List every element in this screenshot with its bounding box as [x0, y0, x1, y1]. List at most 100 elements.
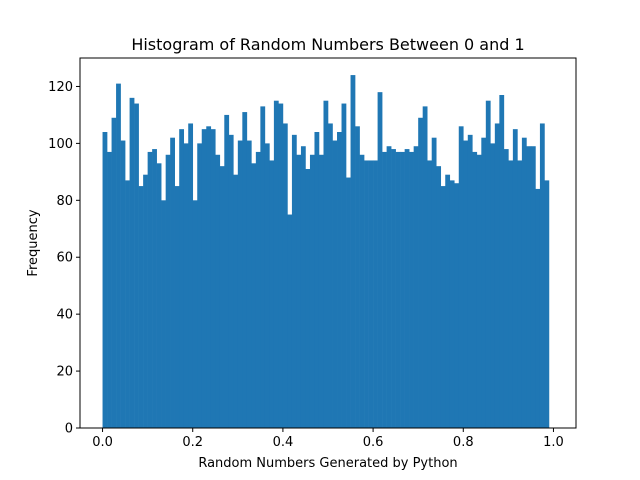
y-tick-label: 60 — [56, 251, 73, 266]
histogram-bar — [215, 154, 221, 428]
histogram-bar — [445, 174, 451, 428]
y-axis-label: Frequency — [26, 209, 41, 276]
histogram-bar — [228, 134, 234, 428]
y-tick-label: 40 — [56, 308, 73, 323]
histogram-bar — [346, 177, 351, 428]
histogram-bar — [485, 100, 491, 428]
histogram-bar — [210, 129, 216, 428]
histogram-bar — [535, 188, 541, 428]
histogram-bar — [183, 143, 189, 428]
histogram-bar — [129, 97, 135, 428]
plot-frame — [79, 57, 577, 429]
histogram-bar — [436, 166, 442, 428]
histogram-bar — [134, 103, 139, 429]
histogram-bar — [147, 151, 153, 428]
histogram-bar — [503, 149, 509, 429]
histogram-bar — [467, 134, 473, 428]
histogram-bar — [499, 95, 505, 428]
x-axis-ticks: 0.0 0.2 0.4 0.6 0.8 1.0 — [92, 428, 564, 450]
histogram-bar — [454, 183, 460, 428]
histogram-bar — [422, 106, 428, 428]
histogram-bar — [102, 132, 108, 428]
histogram-bar — [120, 140, 126, 429]
histogram-bar — [314, 132, 320, 428]
histogram-bar — [382, 151, 387, 428]
y-tick-label: 20 — [56, 365, 73, 380]
histogram-bar — [481, 137, 487, 428]
histogram-bar — [359, 154, 365, 428]
histogram-bar — [472, 151, 478, 428]
histogram-bar — [251, 163, 257, 429]
histogram-bar — [111, 117, 117, 429]
histogram-bar — [233, 174, 239, 428]
histogram-bar — [530, 146, 536, 428]
histogram-bar — [192, 200, 198, 428]
histogram-bar — [386, 146, 392, 428]
histogram-bar — [260, 106, 266, 428]
histogram-bar — [440, 186, 446, 428]
histogram-bar — [328, 123, 333, 428]
histogram-bar — [413, 146, 419, 428]
histogram-bar — [544, 180, 550, 428]
y-axis-ticks: 0 20 40 60 80 100 120 — [48, 80, 80, 437]
histogram-bar — [305, 169, 311, 428]
histogram-bar — [350, 75, 356, 429]
histogram-bar — [246, 140, 252, 429]
histogram-bar — [143, 174, 148, 428]
x-tick-label: 0.2 — [182, 435, 203, 450]
histogram-bar — [278, 103, 284, 429]
histogram-bar — [291, 134, 297, 428]
histogram-bar — [296, 154, 302, 428]
histogram-bar — [282, 123, 288, 428]
histogram-bar — [508, 160, 514, 428]
histogram-bar — [512, 129, 518, 428]
histogram-bar — [373, 160, 378, 428]
x-tick-label: 0.8 — [453, 435, 474, 450]
histogram-bar — [242, 112, 248, 429]
histogram-bar — [409, 151, 414, 428]
histogram-bar — [431, 137, 437, 428]
histogram-bar — [255, 151, 261, 428]
chart-title: Histogram of Random Numbers Between 0 an… — [131, 35, 524, 54]
histogram-bar — [476, 154, 482, 428]
histogram-bar — [125, 180, 130, 428]
histogram-bar — [521, 137, 527, 428]
histogram-bar — [116, 83, 121, 428]
bars-group — [102, 75, 550, 429]
histogram-bar — [427, 160, 433, 428]
x-tick-label: 1.0 — [543, 435, 564, 450]
histogram-bar — [206, 126, 212, 429]
histogram-bar — [458, 126, 464, 429]
histogram-bar — [165, 154, 171, 428]
histogram-bar — [309, 154, 315, 428]
histogram-bar — [264, 143, 270, 428]
y-tick-label: 80 — [56, 194, 73, 209]
histogram-bar — [463, 140, 469, 429]
histogram-bar — [332, 140, 338, 429]
histogram-bar — [201, 129, 207, 428]
histogram-bar — [341, 103, 347, 429]
histogram-bar — [170, 137, 175, 428]
histogram-bar — [526, 146, 532, 428]
histogram-bar — [368, 160, 374, 428]
histogram-bar — [224, 114, 230, 428]
histogram-bar — [337, 132, 342, 428]
histogram-bar — [377, 92, 383, 429]
histogram-bar — [269, 160, 275, 428]
x-tick-label: 0.6 — [363, 435, 384, 450]
y-tick-label: 100 — [48, 137, 73, 152]
histogram-bar — [287, 214, 293, 428]
histogram-bar — [364, 160, 369, 428]
histogram-bar — [237, 140, 243, 429]
y-tick-label: 0 — [65, 422, 73, 437]
histogram-bar — [539, 123, 545, 428]
x-tick-label: 0.0 — [92, 435, 113, 450]
histogram-bar — [418, 117, 423, 429]
histogram-bar — [449, 180, 455, 428]
histogram-bar — [188, 123, 194, 428]
x-axis-label: Random Numbers Generated by Python — [198, 456, 457, 471]
histogram-bar — [318, 154, 324, 428]
histogram-bar — [490, 143, 496, 428]
histogram-bar — [107, 151, 112, 428]
